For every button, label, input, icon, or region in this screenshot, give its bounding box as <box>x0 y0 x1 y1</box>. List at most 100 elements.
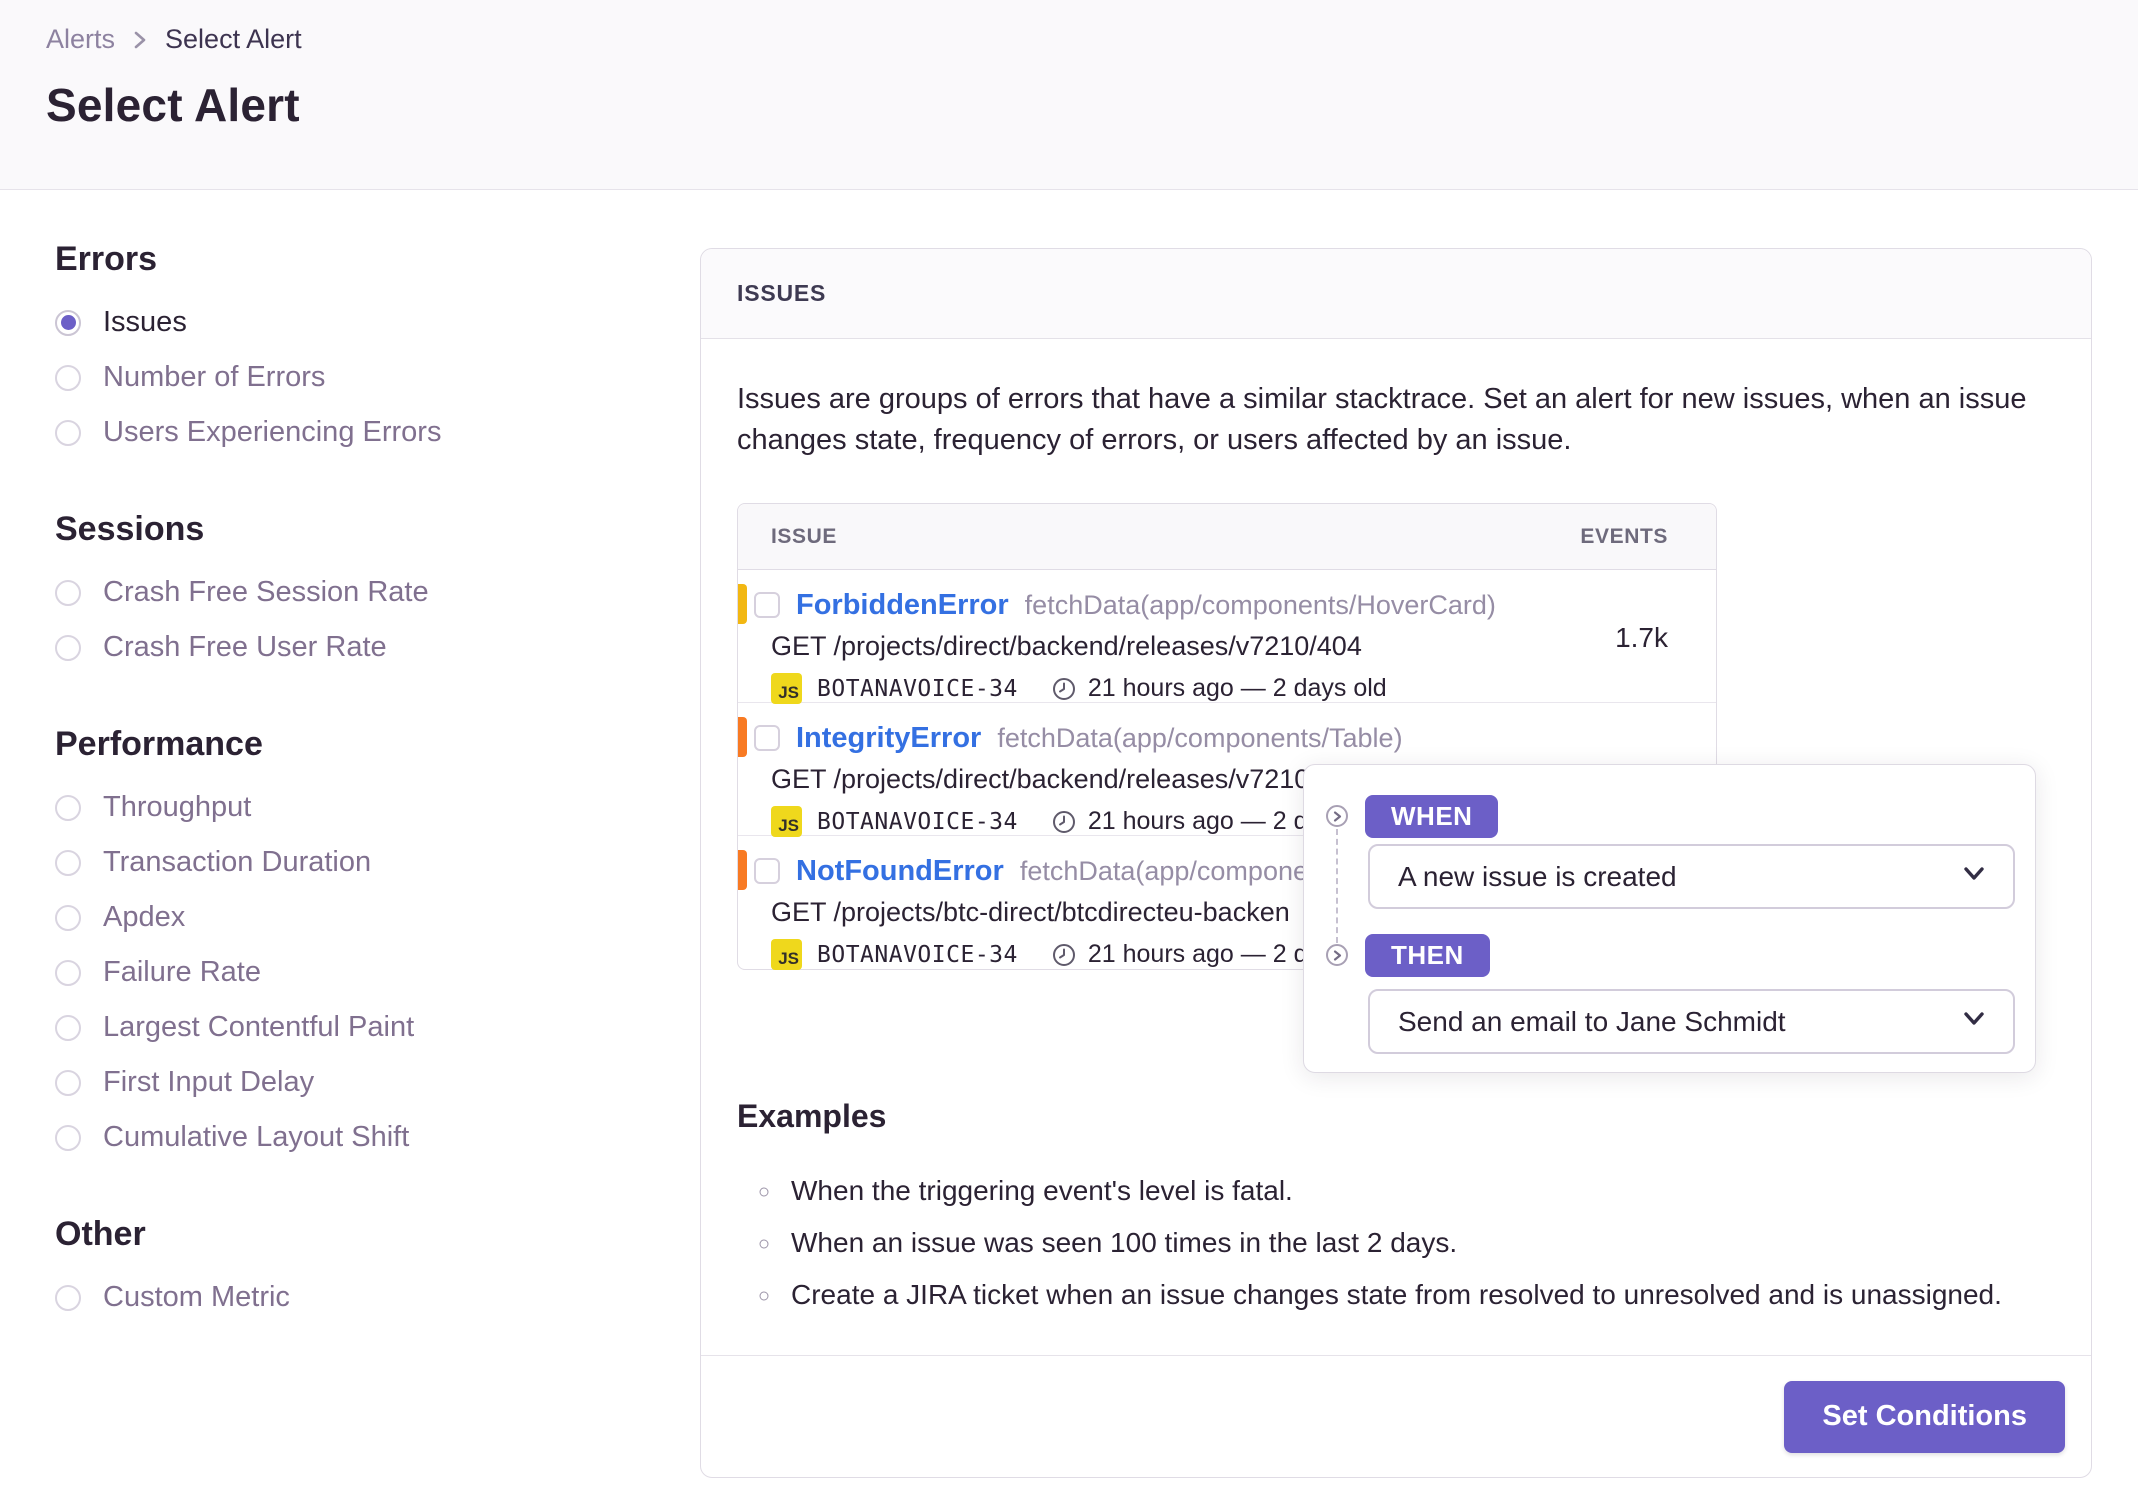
issue-culprit: fetchData(app/components/Table) <box>997 722 1403 753</box>
option-label: Transaction Duration <box>103 846 372 878</box>
step-connector-line <box>1336 829 1338 943</box>
option-label: Throughput <box>103 791 252 823</box>
when-badge: WHEN <box>1365 795 1499 838</box>
issue-request: GET /projects/btc-direct/btcdirecteu-bac… <box>771 897 1290 927</box>
condition-builder-card: WHEN A new issue is created THEN Send an… <box>1303 764 2036 1073</box>
example-text: When an issue was seen 100 times in the … <box>791 1227 1458 1258</box>
table-row: ForbiddenError fetchData(app/components/… <box>738 570 1716 704</box>
page-title: Select Alert <box>46 79 300 131</box>
section-heading-sessions: Sessions <box>55 510 205 548</box>
row-checkbox[interactable] <box>754 592 780 618</box>
radio-icon[interactable] <box>55 1124 81 1151</box>
radio-icon[interactable] <box>55 579 81 606</box>
radio-icon[interactable] <box>55 849 81 876</box>
row-checkbox[interactable] <box>754 725 780 751</box>
issue-request: GET /projects/direct/backend/releases/v7… <box>771 631 1362 661</box>
row-checkbox[interactable] <box>754 858 780 884</box>
option-crash-free-session-rate[interactable]: Crash Free Session Rate <box>55 565 665 620</box>
breadcrumb-alerts-link[interactable]: Alerts <box>46 24 116 54</box>
clock-icon <box>1052 810 1076 834</box>
option-label: First Input Delay <box>103 1066 315 1098</box>
javascript-platform-icon: JS <box>771 806 802 837</box>
option-cumulative-layout-shift[interactable]: Cumulative Layout Shift <box>55 1110 665 1165</box>
clock-icon <box>1052 677 1076 701</box>
radio-icon[interactable] <box>55 1014 81 1041</box>
error-level-bar <box>738 584 747 624</box>
chevron-down-icon <box>1959 1003 1989 1040</box>
issue-link[interactable]: NotFoundError <box>796 854 1004 887</box>
example-item: Create a JIRA ticket when an issue chang… <box>783 1269 2055 1321</box>
breadcrumb: Alerts Select Alert <box>46 24 302 55</box>
section-sessions: Sessions Crash Free Session Rate Crash F… <box>55 510 665 675</box>
javascript-platform-icon: JS <box>771 673 802 704</box>
examples-heading: Examples <box>737 1098 887 1134</box>
breadcrumb-current: Select Alert <box>165 24 302 54</box>
radio-checked-icon[interactable] <box>55 309 81 336</box>
then-step-circle-chevron-icon <box>1326 944 1348 966</box>
panel-description: Issues are groups of errors that have a … <box>737 383 2027 456</box>
radio-icon[interactable] <box>55 419 81 446</box>
option-first-input-delay[interactable]: First Input Delay <box>55 1055 665 1110</box>
section-other: Other Custom Metric <box>55 1215 665 1325</box>
then-action-select[interactable]: Send an email to Jane Schmidt <box>1368 989 2015 1054</box>
option-label: Crash Free Session Rate <box>103 576 429 608</box>
option-users-experiencing-errors[interactable]: Users Experiencing Errors <box>55 405 665 460</box>
option-transaction-duration[interactable]: Transaction Duration <box>55 835 665 890</box>
when-condition-value: A new issue is created <box>1398 860 1677 892</box>
issues-panel: ISSUES Issues are groups of errors that … <box>700 248 2092 1478</box>
option-number-of-errors[interactable]: Number of Errors <box>55 350 665 405</box>
example-text: Create a JIRA ticket when an issue chang… <box>791 1279 2002 1310</box>
option-label: Largest Contentful Paint <box>103 1011 415 1043</box>
option-label: Crash Free User Rate <box>103 631 387 663</box>
set-conditions-button[interactable]: Set Conditions <box>1784 1380 2065 1453</box>
option-label: Issues <box>103 306 187 338</box>
section-performance: Performance Throughput Transaction Durat… <box>55 725 665 1165</box>
issue-culprit: fetchData(app/component <box>1019 855 1331 886</box>
page-header: Alerts Select Alert Select Alert <box>0 0 2138 190</box>
radio-icon[interactable] <box>55 904 81 931</box>
panel-header: ISSUES <box>701 249 2091 339</box>
radio-icon[interactable] <box>55 1284 81 1311</box>
radio-icon[interactable] <box>55 1069 81 1096</box>
radio-icon[interactable] <box>55 364 81 391</box>
option-label: Apdex <box>103 901 186 933</box>
section-heading-performance: Performance <box>55 725 263 763</box>
option-crash-free-user-rate[interactable]: Crash Free User Rate <box>55 620 665 675</box>
table-row: IntegrityError fetchData(app/components/… <box>738 703 1716 837</box>
breadcrumb-chevron-icon <box>131 28 149 52</box>
issue-age: 21 hours ago — 2 days old <box>1087 674 1387 702</box>
option-label: Failure Rate <box>103 956 261 988</box>
option-largest-contentful-paint[interactable]: Largest Contentful Paint <box>55 1000 665 1055</box>
option-failure-rate[interactable]: Failure Rate <box>55 945 665 1000</box>
section-heading-errors: Errors <box>55 240 158 278</box>
option-issues[interactable]: Issues <box>55 295 665 350</box>
issue-link[interactable]: IntegrityError <box>796 721 982 754</box>
option-label: Number of Errors <box>103 361 326 393</box>
issue-culprit: fetchData(app/components/HoverCard) <box>1024 589 1496 620</box>
when-step-circle-chevron-icon <box>1326 805 1348 827</box>
radio-icon[interactable] <box>55 634 81 661</box>
clock-icon <box>1052 943 1076 967</box>
issue-link[interactable]: ForbiddenError <box>796 588 1009 621</box>
project-slug: BOTANAVOICE-34 <box>817 675 1018 702</box>
examples-section: Examples When the triggering event's lev… <box>737 1098 2055 1321</box>
option-label: Users Experiencing Errors <box>103 416 442 448</box>
option-label: Cumulative Layout Shift <box>103 1121 410 1153</box>
examples-list: When the triggering event's level is fat… <box>783 1165 2055 1321</box>
option-throughput[interactable]: Throughput <box>55 780 665 835</box>
example-item: When the triggering event's level is fat… <box>783 1165 2055 1217</box>
error-level-bar <box>738 717 747 757</box>
project-slug: BOTANAVOICE-34 <box>817 941 1018 968</box>
chevron-down-icon <box>1959 858 1989 895</box>
example-text: When the triggering event's level is fat… <box>791 1175 1293 1206</box>
example-item: When an issue was seen 100 times in the … <box>783 1217 2055 1269</box>
option-apdex[interactable]: Apdex <box>55 890 665 945</box>
then-badge: THEN <box>1365 934 1490 977</box>
radio-icon[interactable] <box>55 959 81 986</box>
error-level-bar <box>738 850 747 890</box>
panel-footer: Set Conditions <box>701 1355 2091 1477</box>
option-custom-metric[interactable]: Custom Metric <box>55 1270 665 1325</box>
project-slug: BOTANAVOICE-34 <box>817 808 1018 835</box>
when-condition-select[interactable]: A new issue is created <box>1368 844 2015 909</box>
radio-icon[interactable] <box>55 794 81 821</box>
